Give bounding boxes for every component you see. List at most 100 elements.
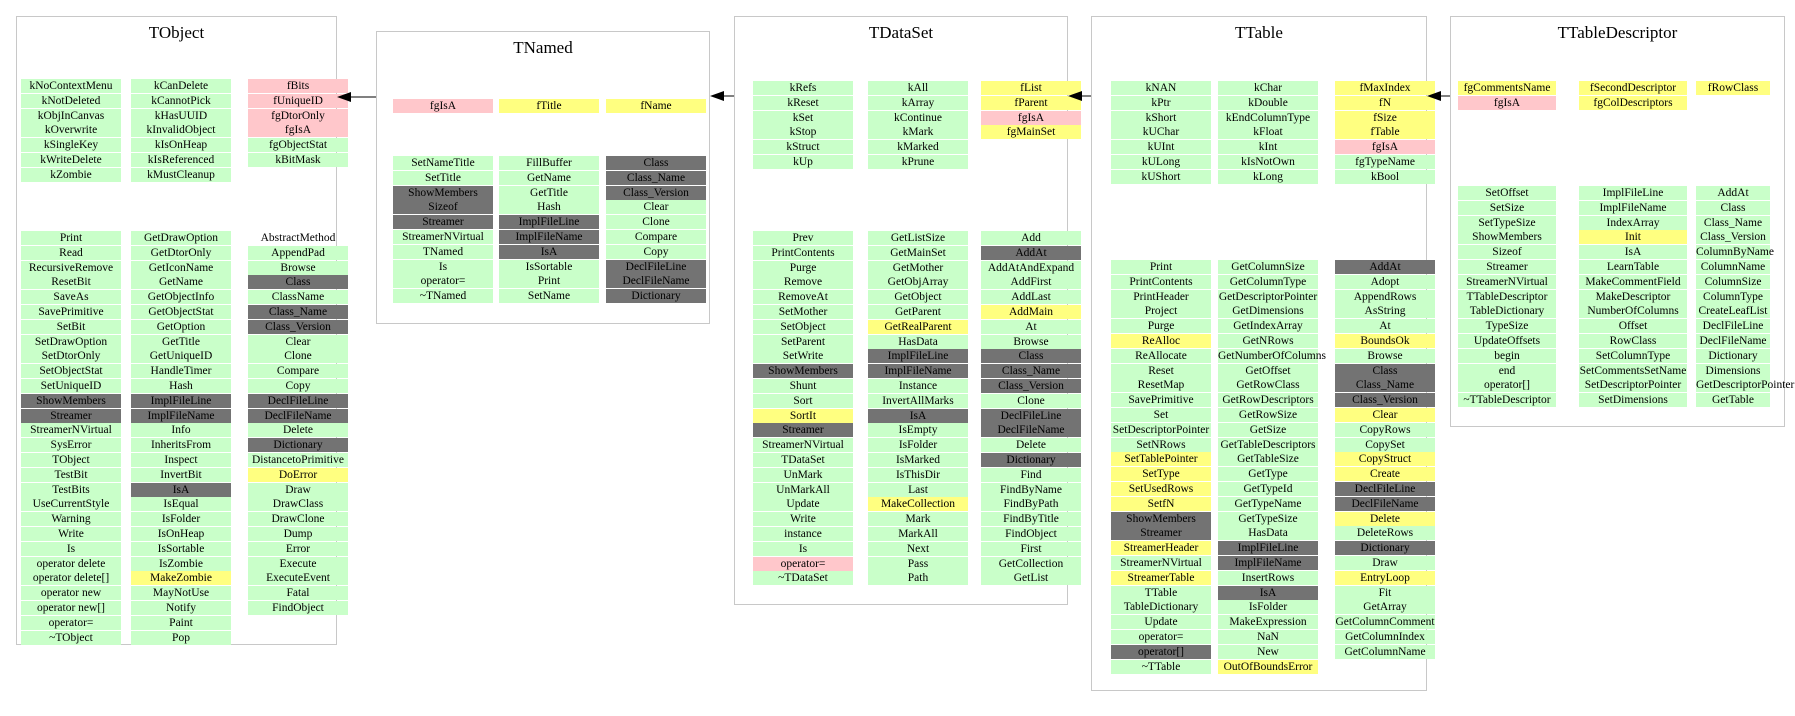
member-hasdata[interactable]: HasData	[1218, 526, 1318, 541]
member-getnrows[interactable]: GetNRows	[1218, 333, 1318, 348]
member-addat[interactable]: AddAt	[981, 245, 1081, 260]
member-remove[interactable]: Remove	[753, 275, 853, 290]
member-addlast[interactable]: AddLast	[981, 290, 1081, 305]
member-info[interactable]: Info	[131, 423, 231, 438]
member-notify[interactable]: Notify	[131, 600, 231, 615]
member-isa[interactable]: IsA	[131, 482, 231, 497]
member-setdtoronly[interactable]: SetDtorOnly	[21, 349, 121, 364]
member-kreset[interactable]: kReset	[753, 95, 853, 110]
member-class-version[interactable]: Class_Version	[1335, 393, 1435, 408]
member-declfileline[interactable]: DeclFileLine	[248, 393, 348, 408]
member-implfileline[interactable]: ImplFileLine	[131, 393, 231, 408]
member-makedescriptor[interactable]: MakeDescriptor	[1579, 289, 1687, 304]
member-copy[interactable]: Copy	[248, 378, 348, 393]
member-isthisdir[interactable]: IsThisDir	[868, 467, 968, 482]
member-clear[interactable]: Clear	[248, 334, 348, 349]
member-class[interactable]: Class	[606, 156, 706, 170]
member-kchar[interactable]: kChar	[1218, 81, 1318, 95]
member-compare[interactable]: Compare	[606, 229, 706, 244]
member-insertrows[interactable]: InsertRows	[1218, 570, 1318, 585]
member-setnametitle[interactable]: SetNameTitle	[393, 156, 493, 170]
member-showmembers[interactable]: ShowMembers	[1111, 511, 1211, 526]
member--tobject[interactable]: ~TObject	[21, 630, 121, 645]
member-printheader[interactable]: PrintHeader	[1111, 289, 1211, 304]
member-abstractmethod[interactable]: AbstractMethod	[260, 232, 336, 244]
member-fgtypename[interactable]: fgTypeName	[1335, 154, 1435, 169]
member-declfilename[interactable]: DeclFileName	[1335, 496, 1435, 511]
member-dump[interactable]: Dump	[248, 526, 348, 541]
member-last[interactable]: Last	[868, 482, 968, 497]
member-copyset[interactable]: CopySet	[1335, 437, 1435, 452]
member-kisreferenced[interactable]: kIsReferenced	[131, 152, 231, 167]
member-ksinglekey[interactable]: kSingleKey	[21, 138, 121, 153]
member-addmain[interactable]: AddMain	[981, 304, 1081, 319]
member-entryloop[interactable]: EntryLoop	[1335, 570, 1435, 585]
member-settitle[interactable]: SetTitle	[393, 170, 493, 185]
member-is[interactable]: Is	[753, 541, 853, 556]
member-dictionary[interactable]: Dictionary	[1696, 348, 1770, 363]
member-outofboundserror[interactable]: OutOfBoundsError	[1218, 659, 1318, 674]
member-showmembers[interactable]: ShowMembers	[21, 393, 121, 408]
member-getcolumnindex[interactable]: GetColumnIndex	[1335, 629, 1435, 644]
member-getnumberofcolumns[interactable]: GetNumberOfColumns	[1218, 348, 1326, 363]
member-adopt[interactable]: Adopt	[1335, 274, 1435, 289]
member-kmarked[interactable]: kMarked	[868, 140, 968, 155]
member-paint[interactable]: Paint	[131, 615, 231, 630]
member-krefs[interactable]: kRefs	[753, 81, 853, 95]
member-kint[interactable]: kInt	[1218, 140, 1318, 155]
member-sort[interactable]: Sort	[753, 393, 853, 408]
member-getdimensions[interactable]: GetDimensions	[1218, 304, 1318, 319]
member-findobject[interactable]: FindObject	[248, 600, 348, 615]
member-print[interactable]: Print	[1111, 260, 1211, 274]
member-implfilename[interactable]: ImplFileName	[1579, 200, 1687, 215]
member-addfirst[interactable]: AddFirst	[981, 275, 1081, 290]
member-declfilename[interactable]: DeclFileName	[248, 408, 348, 423]
member-browse[interactable]: Browse	[981, 334, 1081, 349]
member-isa[interactable]: IsA	[499, 244, 599, 259]
member-fgdtoronly[interactable]: fgDtorOnly	[248, 108, 348, 123]
member-tobject[interactable]: TObject	[21, 452, 121, 467]
member-maynotuse[interactable]: MayNotUse	[131, 586, 231, 601]
member-streamernvirtual[interactable]: StreamerNVirtual	[393, 229, 493, 244]
member-setdimensions[interactable]: SetDimensions	[1579, 393, 1687, 408]
member-init[interactable]: Init	[1579, 230, 1687, 245]
member-print[interactable]: Print	[21, 231, 121, 245]
member-kcannotpick[interactable]: kCannotPick	[131, 93, 231, 108]
member-issortable[interactable]: IsSortable	[499, 259, 599, 274]
member-flist[interactable]: fList	[981, 81, 1081, 95]
member-saveprimitive[interactable]: SavePrimitive	[21, 304, 121, 319]
member-fname[interactable]: fName	[606, 99, 706, 113]
member-kuchar[interactable]: kUChar	[1111, 125, 1211, 140]
member-inheritsfrom[interactable]: InheritsFrom	[131, 438, 231, 453]
member-columnsize[interactable]: ColumnSize	[1696, 274, 1770, 289]
member-kcontinue[interactable]: kContinue	[868, 110, 968, 125]
member-kstruct[interactable]: kStruct	[753, 140, 853, 155]
member-setobject[interactable]: SetObject	[753, 319, 853, 334]
member-project[interactable]: Project	[1111, 304, 1211, 319]
member-operator-new-[interactable]: operator new[]	[21, 600, 121, 615]
member-operator-[interactable]: operator[]	[1111, 644, 1211, 659]
member-execute[interactable]: Execute	[248, 556, 348, 571]
member-getdescriptorpointer[interactable]: GetDescriptorPointer	[1218, 289, 1318, 304]
member-rowclass[interactable]: RowClass	[1579, 333, 1687, 348]
member-setdrawoption[interactable]: SetDrawOption	[21, 334, 121, 349]
member-ismarked[interactable]: IsMarked	[868, 452, 968, 467]
member-deleterows[interactable]: DeleteRows	[1335, 526, 1435, 541]
member-gettypesize[interactable]: GetTypeSize	[1218, 511, 1318, 526]
member-new[interactable]: New	[1218, 644, 1318, 659]
member-clear[interactable]: Clear	[606, 200, 706, 215]
member-end[interactable]: end	[1458, 363, 1556, 378]
member-kisnotown[interactable]: kIsNotOwn	[1218, 154, 1318, 169]
member-addat[interactable]: AddAt	[1335, 260, 1435, 274]
member-class-name[interactable]: Class_Name	[1696, 215, 1770, 230]
member-appendrows[interactable]: AppendRows	[1335, 289, 1435, 304]
member-streamer[interactable]: Streamer	[393, 215, 493, 230]
member-set[interactable]: Set	[1111, 407, 1211, 422]
member-getcollection[interactable]: GetCollection	[981, 556, 1081, 571]
member-asstring[interactable]: AsString	[1335, 304, 1435, 319]
member-class-version[interactable]: Class_Version	[1696, 230, 1770, 245]
member-gettablesize[interactable]: GetTableSize	[1218, 452, 1318, 467]
member-setcommentssetname[interactable]: SetCommentsSetName	[1579, 363, 1687, 378]
member-columntype[interactable]: ColumnType	[1696, 289, 1770, 304]
member-fatal[interactable]: Fatal	[248, 586, 348, 601]
